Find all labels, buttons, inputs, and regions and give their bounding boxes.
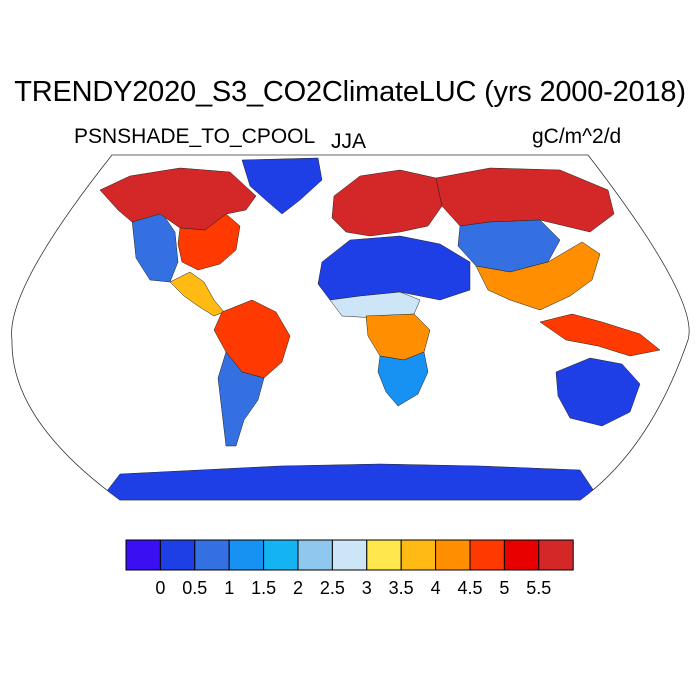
colorbar-tick-label: 5 [499, 578, 509, 598]
region-southern-africa [377, 351, 429, 407]
colorbar-tick-label: 5.5 [526, 578, 551, 598]
region-amazon [213, 299, 291, 379]
variable-label: PSNSHADE_TO_CPOOL [74, 125, 316, 148]
colorbar-box [263, 539, 299, 571]
colorbar-box [297, 539, 333, 571]
colorbar-tick-label: 1 [224, 578, 234, 598]
colorbar-box [159, 539, 196, 571]
colorbar-tick-label: 1.5 [251, 578, 276, 598]
region-europe [331, 169, 443, 237]
colorbar-tick-label: 2.5 [320, 578, 345, 598]
colorbar-box [469, 539, 505, 571]
map-title: TRENDY2020_S3_CO2ClimateLUC (yrs 2000-20… [14, 76, 686, 108]
colorbar-box [228, 539, 265, 571]
colorbar-box [435, 539, 471, 571]
region-greenland [241, 157, 323, 215]
region-southern-south-america [217, 351, 265, 447]
colorbar-tick-label: 0 [155, 578, 165, 598]
region-north-africa-middle-east [317, 235, 471, 301]
region-australia [555, 357, 641, 427]
colorbar-box [400, 539, 437, 571]
season-label: JJA [331, 130, 367, 153]
colorbar-tick-label: 0.5 [182, 578, 207, 598]
colorbar-tick-label: 4.5 [457, 578, 482, 598]
region-eastern-north-america [177, 213, 241, 271]
colorbar-box [125, 539, 161, 571]
colorbar-box [538, 539, 574, 571]
colorbar-tick-label: 3 [362, 578, 372, 598]
units-label: gC/m^2/d [532, 125, 622, 148]
region-antarctica [99, 463, 601, 500]
region-siberia [435, 167, 615, 233]
region-south-east-asia [475, 241, 601, 311]
region-sahel [329, 291, 421, 319]
region-maritime-continent [539, 313, 661, 357]
colorbar-tick-label: 4 [431, 578, 441, 598]
colorbar-tick-label: 3.5 [389, 578, 414, 598]
colorbar-box [331, 539, 368, 571]
colorbar-box [366, 539, 402, 571]
colorbar-tick-label: 2 [293, 578, 303, 598]
colorbar-box [503, 539, 540, 571]
colorbar-box [194, 539, 230, 571]
